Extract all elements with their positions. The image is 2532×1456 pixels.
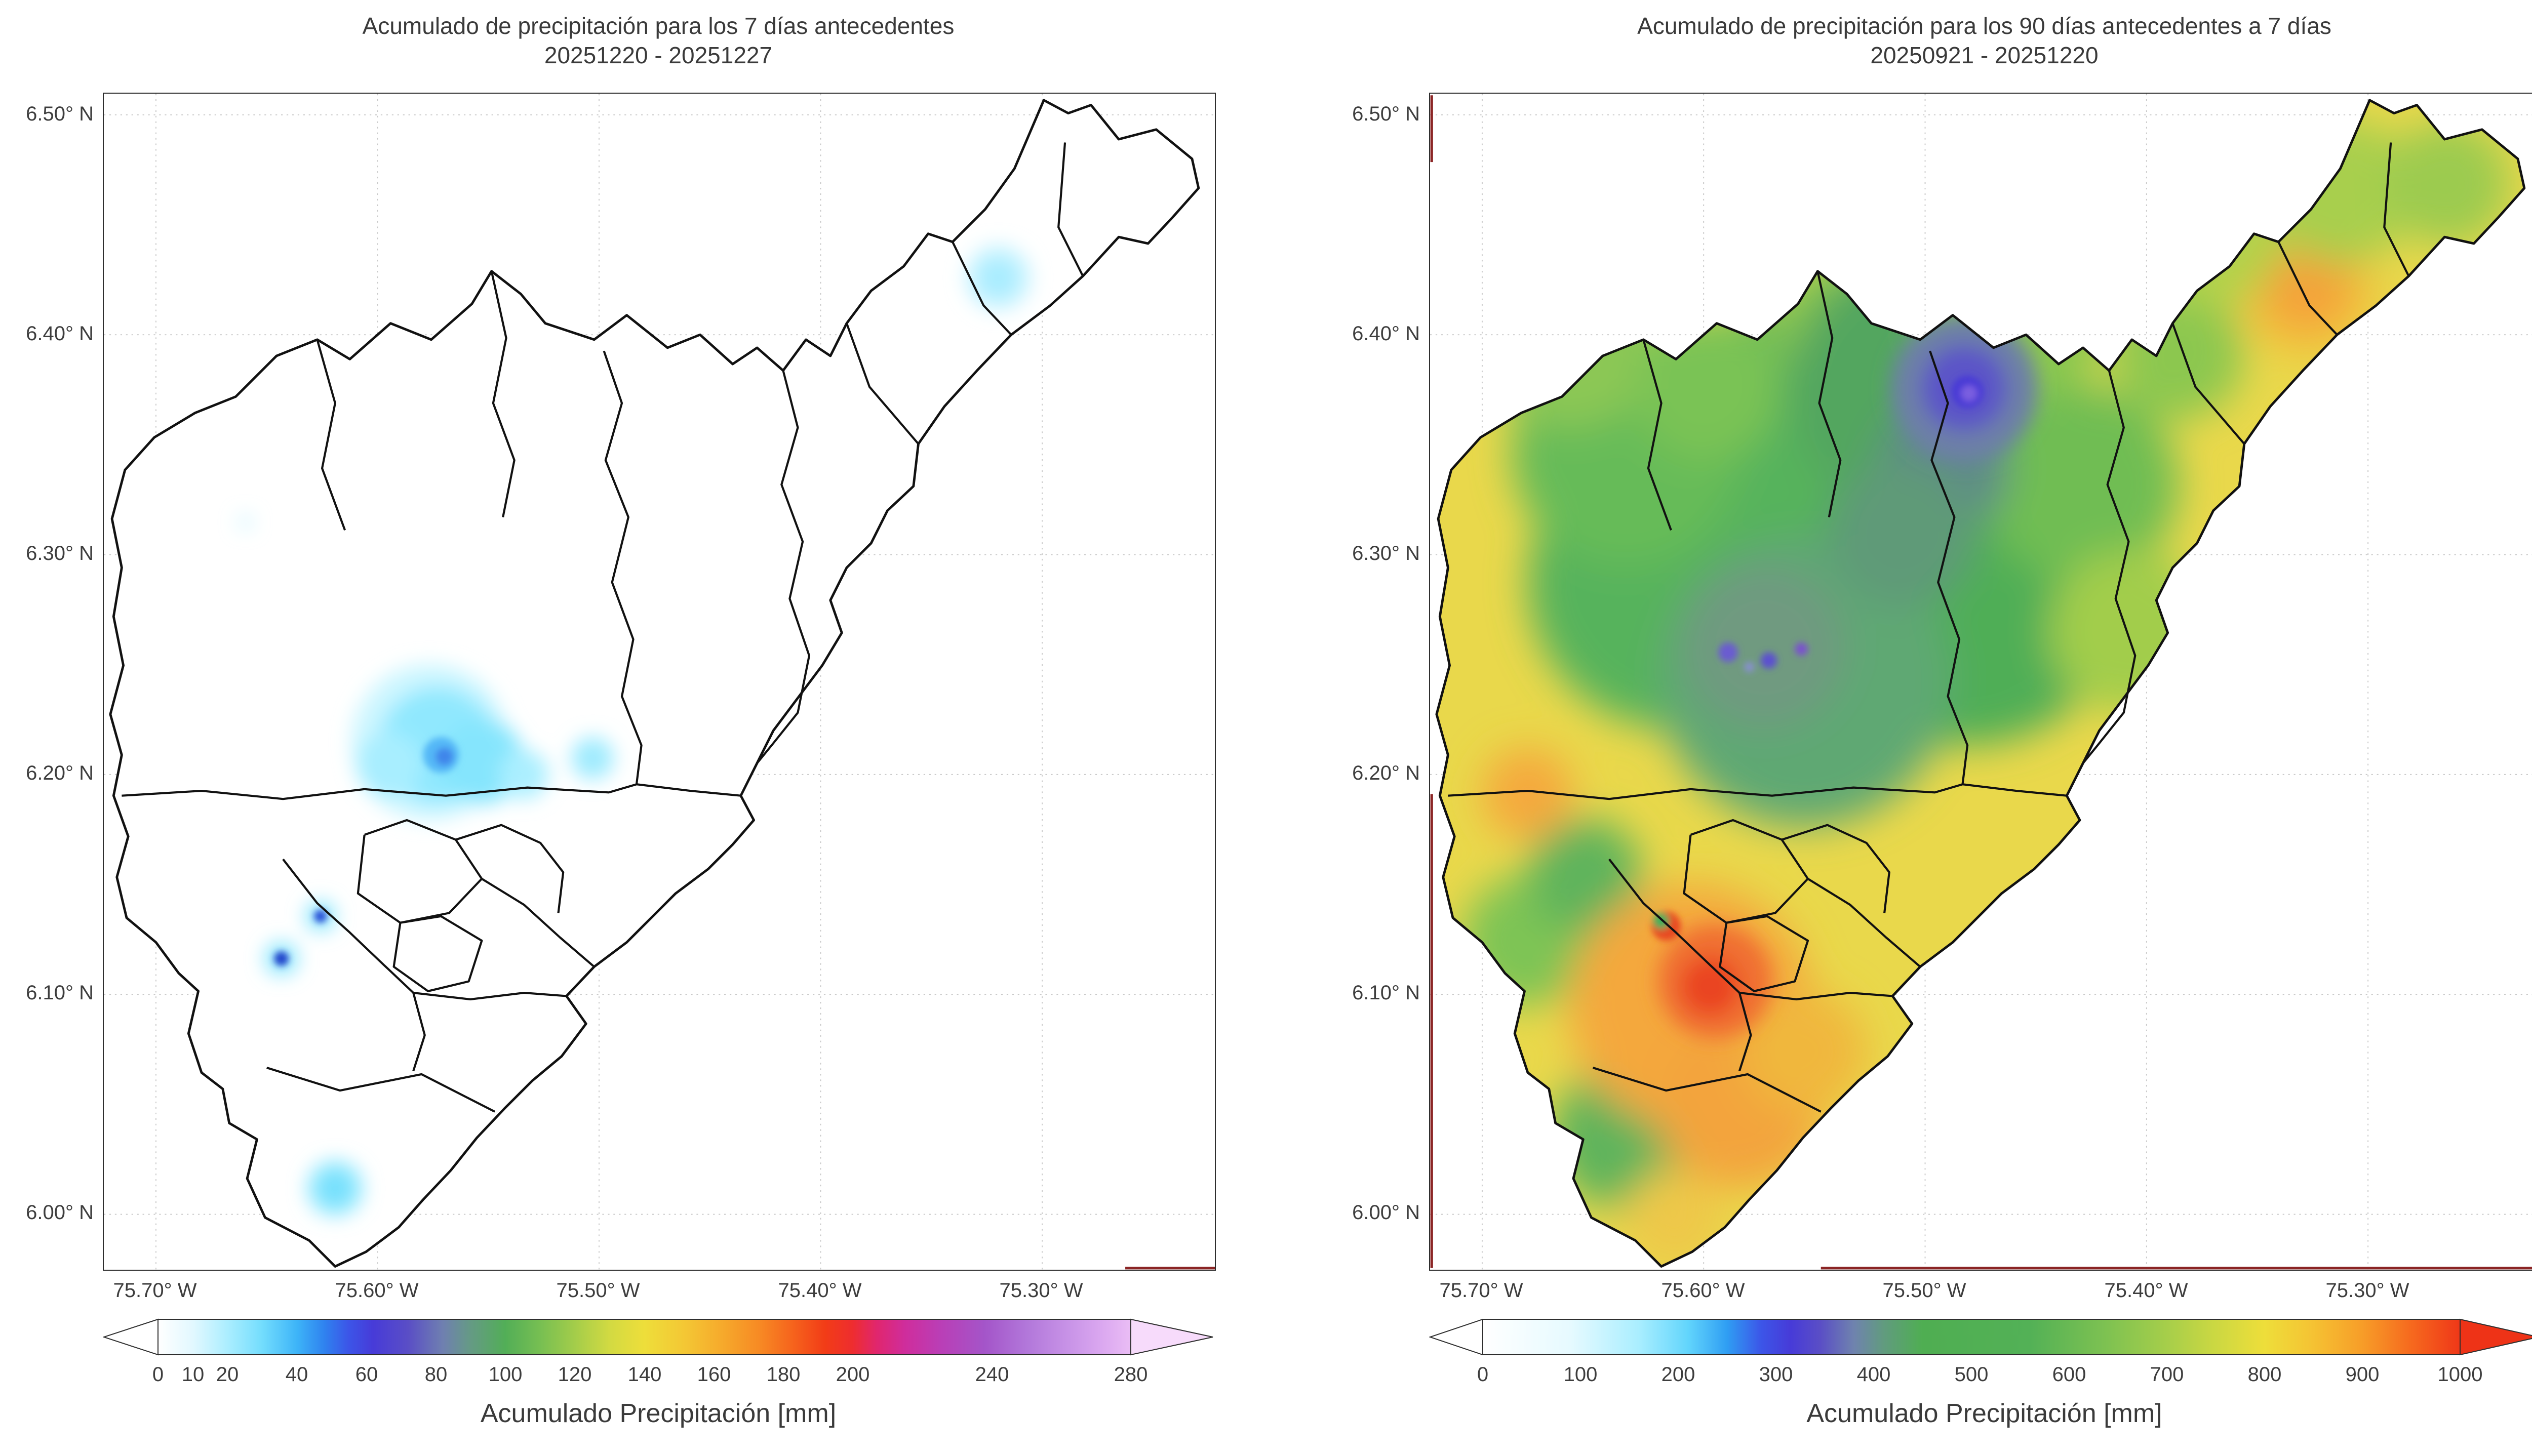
panel-title-line1: Acumulado de precipitación para los 90 d… <box>1637 13 2331 39</box>
colorbar-extend-max-arrow <box>1130 1318 1213 1356</box>
y-tick-label: 6.20° N <box>26 762 94 784</box>
colorbar-tick-label: 240 <box>975 1363 1009 1386</box>
colorbar-tick-label: 600 <box>2052 1363 2086 1386</box>
x-tick-label: 75.70° W <box>113 1279 197 1302</box>
colorbar-tick-label: 100 <box>1563 1363 1598 1386</box>
panel-7days-title: Acumulado de precipitación para los 7 dí… <box>103 11 1214 70</box>
x-tick-label: 75.50° W <box>1882 1279 1966 1302</box>
y-tick-label: 6.10° N <box>1352 982 1420 1004</box>
x-tick-label: 75.40° W <box>2104 1279 2188 1302</box>
x-tick-label: 75.60° W <box>335 1279 419 1302</box>
colorbar-body <box>157 1319 1131 1355</box>
colorbar-tick-label: 300 <box>1759 1363 1793 1386</box>
colorbar-tick-label: 40 <box>285 1363 308 1386</box>
y-tick-label: 6.50° N <box>26 103 94 125</box>
y-tick-label: 6.10° N <box>26 982 94 1004</box>
colorbar-7days <box>102 1318 1214 1356</box>
map-axes-90days <box>1429 93 2532 1271</box>
colorbar-tick-label: 140 <box>627 1363 662 1386</box>
colorbar-extend-min-arrow <box>102 1318 159 1356</box>
colorbar-label: Acumulado Precipitación [mm] <box>1806 1399 2162 1428</box>
colorbar-tick-label: 700 <box>2150 1363 2184 1386</box>
colorbar-extend-max-arrow <box>2460 1318 2532 1356</box>
y-tick-label: 6.20° N <box>1352 762 1420 784</box>
colorbar-7days-gradient <box>102 1318 1213 1356</box>
colorbar-tick-label: 80 <box>424 1363 448 1386</box>
colorbar-tick-label: 500 <box>1954 1363 1989 1386</box>
colorbar-tick-label: 60 <box>355 1363 378 1386</box>
colorbar-tick-label: 800 <box>2247 1363 2282 1386</box>
y-tick-label: 6.40° N <box>1352 322 1420 345</box>
municipal-boundaries <box>122 142 1084 1113</box>
colorbar-extend-min-arrow <box>1428 1318 1483 1356</box>
x-tick-label: 75.70° W <box>1439 1279 1523 1302</box>
colorbar-tick-label: 0 <box>152 1363 164 1386</box>
colorbar-tick-label: 10 <box>181 1363 205 1386</box>
y-tick-label: 6.50° N <box>1352 103 1420 125</box>
map-90days <box>1430 94 2532 1270</box>
y-tick-label: 6.00° N <box>26 1201 94 1224</box>
region-boundary <box>109 99 1200 1268</box>
colorbar-tick-label: 280 <box>1114 1363 1148 1386</box>
panel-90days-title: Acumulado de precipitación para los 90 d… <box>1429 11 2532 70</box>
colorbar-90days-gradient <box>1428 1318 2532 1356</box>
x-tick-label: 75.50° W <box>556 1279 640 1302</box>
y-tick-label: 6.30° N <box>26 542 94 564</box>
region-boundary <box>1435 99 2526 1268</box>
panel-title-line2: 20251220 - 20251227 <box>544 42 773 68</box>
colorbar-tick-label: 200 <box>1661 1363 1695 1386</box>
colorbar-tick-label: 180 <box>766 1363 801 1386</box>
colorbar-tick-label: 900 <box>2345 1363 2380 1386</box>
x-tick-label: 75.40° W <box>778 1279 862 1302</box>
y-tick-label: 6.30° N <box>1352 542 1420 564</box>
precipitation-layer-90days <box>1436 100 2524 1267</box>
colorbar-tick-label: 100 <box>488 1363 523 1386</box>
colorbar-tick-label: 1000 <box>2437 1363 2483 1386</box>
colorbar-tick-label: 0 <box>1477 1363 1489 1386</box>
x-tick-label: 75.30° W <box>999 1279 1083 1302</box>
panel-title-line1: Acumulado de precipitación para los 7 dí… <box>362 13 955 39</box>
x-tick-label: 75.60° W <box>1661 1279 1745 1302</box>
municipal-boundaries <box>1448 142 2410 1113</box>
y-tick-label: 6.40° N <box>26 322 94 345</box>
panel-title-line2: 20250921 - 20251220 <box>1870 42 2099 68</box>
map-axes-7days <box>103 93 1216 1271</box>
colorbar-tick-label: 160 <box>697 1363 731 1386</box>
colorbar-tick-label: 20 <box>216 1363 239 1386</box>
department-boundary-segment <box>1430 95 2532 1270</box>
colorbar-body <box>1482 1319 2461 1355</box>
map-7days <box>104 94 1215 1270</box>
colorbar-tick-label: 200 <box>836 1363 870 1386</box>
x-tick-label: 75.30° W <box>2325 1279 2409 1302</box>
colorbar-90days <box>1428 1318 2532 1356</box>
y-tick-label: 6.00° N <box>1352 1201 1420 1224</box>
colorbar-tick-label: 400 <box>1856 1363 1891 1386</box>
colorbar-label: Acumulado Precipitación [mm] <box>480 1399 837 1428</box>
precipitation-layer-7days <box>110 100 1199 1267</box>
colorbar-tick-label: 120 <box>558 1363 592 1386</box>
